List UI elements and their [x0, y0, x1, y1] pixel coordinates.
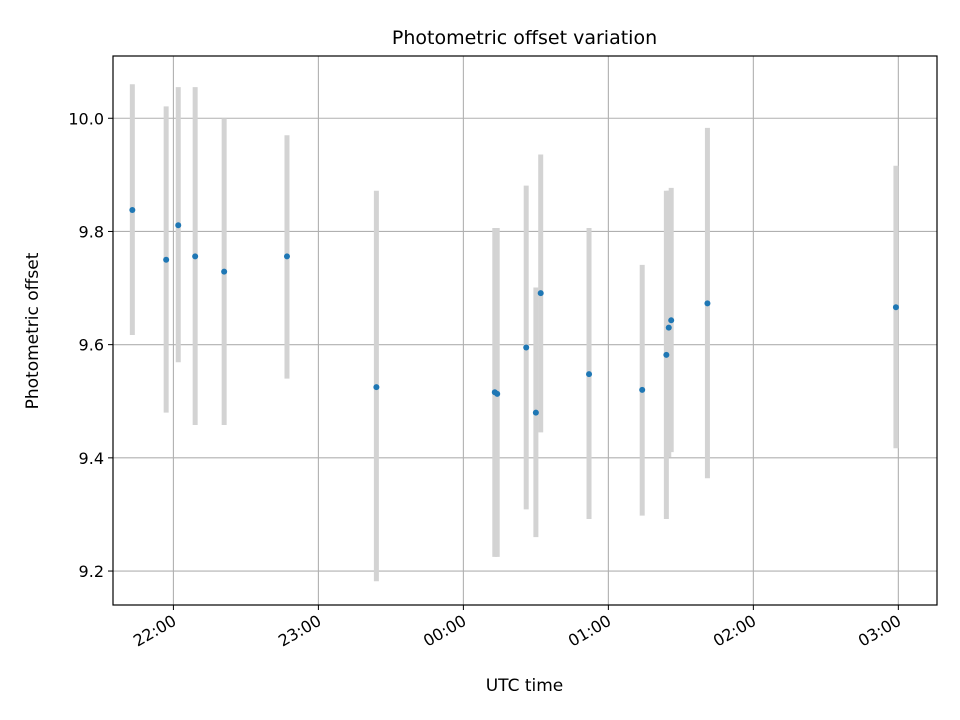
x-tick-label: 01:00 [565, 611, 614, 651]
data-point [586, 371, 593, 378]
y-axis-label: Photometric offset [23, 252, 43, 409]
data-point [283, 253, 290, 260]
chart-title: Photometric offset variation [392, 27, 657, 49]
data-point [663, 351, 670, 358]
y-tick-label: 9.4 [79, 449, 104, 468]
data-point [373, 384, 380, 391]
data-point [537, 290, 544, 297]
x-tick-label: 02:00 [710, 611, 759, 651]
data-point [704, 300, 711, 307]
x-tick-label: 23:00 [275, 611, 324, 651]
x-tick-label: 22:00 [130, 611, 179, 651]
data-point [192, 253, 199, 260]
y-tick-label: 9.6 [79, 336, 104, 355]
data-point [163, 256, 170, 263]
data-point [639, 386, 646, 393]
x-axis-label: UTC time [486, 676, 564, 696]
errorbar-layer [129, 84, 899, 582]
data-point [129, 206, 136, 213]
point-layer [129, 206, 899, 416]
data-point [668, 317, 675, 324]
x-tick-label: 00:00 [420, 611, 469, 651]
y-tick-label: 10.0 [68, 109, 104, 128]
data-point [221, 268, 228, 275]
data-point [523, 344, 530, 351]
y-tick-label: 9.2 [79, 562, 104, 581]
data-point [892, 304, 899, 311]
data-point [665, 324, 672, 331]
x-tick-label: 03:00 [855, 611, 904, 651]
plot-frame [112, 55, 938, 606]
data-point [494, 390, 501, 397]
y-tick-label: 9.8 [79, 222, 104, 241]
data-point [175, 222, 182, 229]
data-point [532, 409, 539, 416]
